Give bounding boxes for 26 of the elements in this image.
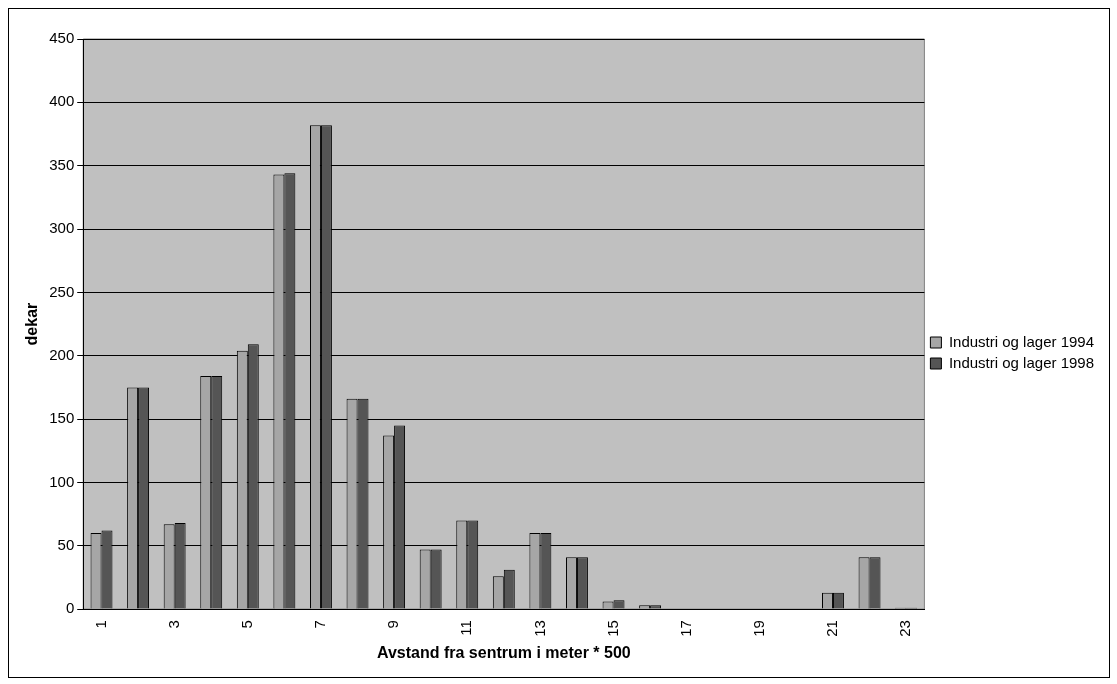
y-tick-label: 300 <box>49 219 75 237</box>
x-tick-label: 21 <box>823 620 841 637</box>
legend-label: Industri og lager 1994 <box>948 332 1095 350</box>
y-tick-label: 350 <box>49 155 75 173</box>
x-tick-label: 3 <box>164 620 182 629</box>
legend-label: Industri og lager 1998 <box>948 353 1095 371</box>
y-axis-title: dekar <box>23 302 41 346</box>
x-tick-label: 9 <box>384 620 402 629</box>
x-axis-title: Avstand fra sentrum i meter * 500 <box>376 643 631 661</box>
x-tick-label: 7 <box>311 620 329 629</box>
y-tick-label: 150 <box>49 409 75 427</box>
x-tick-label: 11 <box>457 620 475 636</box>
y-tick-label: 0 <box>65 599 75 617</box>
x-tick-label: 13 <box>530 620 548 637</box>
x-tick-label: 23 <box>896 620 914 637</box>
y-tick-label: 100 <box>49 472 75 490</box>
y-tick-label: 250 <box>49 282 75 300</box>
y-tick-label: 200 <box>49 345 75 363</box>
x-tick-label: 15 <box>603 620 621 637</box>
x-tick-label: 1 <box>91 620 109 629</box>
x-tick-label: 17 <box>676 620 694 637</box>
y-tick-label: 450 <box>49 29 75 47</box>
y-tick-label: 400 <box>49 92 75 110</box>
y-tick-label: 50 <box>57 535 75 553</box>
x-tick-label: 5 <box>237 620 255 629</box>
x-tick-label: 19 <box>749 620 767 637</box>
